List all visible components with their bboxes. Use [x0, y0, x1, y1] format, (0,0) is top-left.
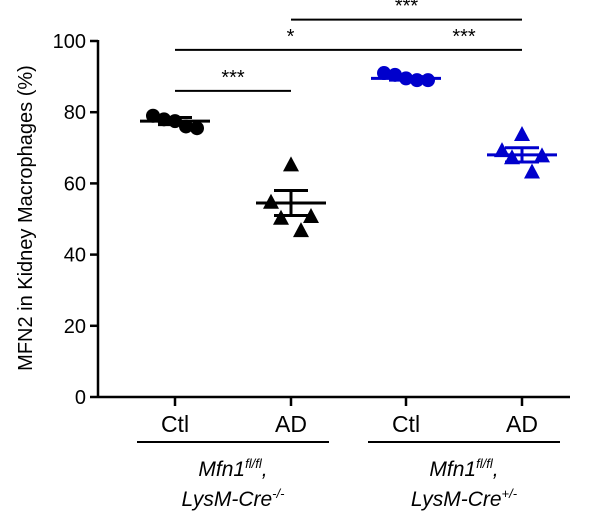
point-1-0: [283, 156, 299, 172]
significance-label-0: ***: [221, 67, 245, 89]
y-tick-label-100: 100: [53, 31, 86, 53]
y-tick-label-80: 80: [64, 102, 86, 124]
point-0-0: [146, 108, 160, 123]
axes: [96, 40, 570, 406]
point-2-0: [377, 66, 391, 81]
point-3-1: [494, 142, 510, 158]
mean-sem-bars: [140, 75, 557, 217]
y-tick-label-0: 0: [75, 387, 86, 409]
y-tick-label-20: 20: [64, 316, 86, 338]
point-1-3: [273, 209, 289, 225]
group-label-line1-1: Mfn1fl/fl,: [429, 456, 498, 481]
point-2-4: [421, 73, 435, 88]
point-1-4: [293, 222, 309, 238]
category-label-2: Ctl: [392, 411, 420, 437]
significance-label-2: ***: [452, 26, 476, 48]
category-label-0: Ctl: [161, 411, 189, 437]
y-tick-label-60: 60: [64, 173, 86, 195]
significance-label-3: ***: [395, 0, 419, 18]
significance-brackets: **** ******: [175, 0, 522, 92]
x-categories: Ctl AD Ctl AD: [161, 411, 538, 437]
category-label-1: AD: [275, 411, 307, 437]
point-1-2: [303, 207, 319, 223]
point-3-4: [524, 163, 540, 179]
point-1-1: [263, 193, 279, 209]
y-ticks: 0 20 40 60 80 100: [53, 31, 98, 409]
category-label-3: AD: [506, 411, 538, 437]
point-3-3: [504, 149, 520, 165]
y-axis-label: MFN2 in Kidney Macrophages (%): [15, 65, 37, 371]
point-0-1: [157, 112, 171, 127]
point-0-3: [179, 119, 193, 134]
group-label-line2-1: LysM-Cre+/-: [411, 486, 518, 511]
significance-label-1: *: [287, 26, 295, 48]
group-labels: Mfn1fl/fl, LysM-Cre-/- Mfn1fl/fl, LysM-Cre+…: [137, 441, 560, 511]
point-0-4: [190, 121, 204, 136]
point-3-0: [514, 126, 530, 142]
group-label-line1-0: Mfn1fl/fl,: [198, 456, 267, 481]
group-label-line2-0: LysM-Cre-/-: [182, 486, 286, 511]
y-tick-label-40: 40: [64, 245, 86, 267]
